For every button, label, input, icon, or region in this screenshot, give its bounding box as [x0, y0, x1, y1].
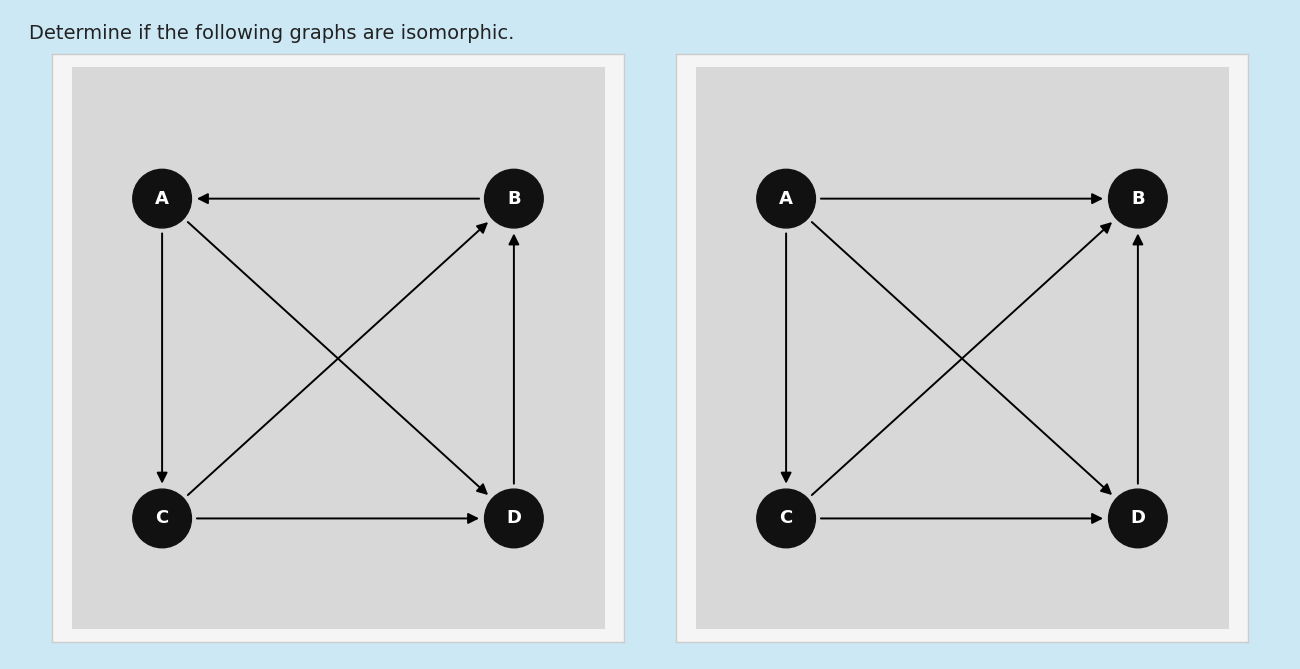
Circle shape [485, 169, 543, 228]
Circle shape [133, 169, 191, 228]
Text: C: C [156, 509, 169, 527]
Text: D: D [507, 509, 521, 527]
Circle shape [133, 489, 191, 548]
Text: Determine if the following graphs are isomorphic.: Determine if the following graphs are is… [29, 23, 514, 43]
Circle shape [757, 169, 815, 228]
Text: C: C [780, 509, 793, 527]
Circle shape [1109, 489, 1167, 548]
Circle shape [485, 489, 543, 548]
Text: A: A [155, 189, 169, 207]
Text: B: B [1131, 189, 1145, 207]
Text: A: A [779, 189, 793, 207]
Text: B: B [507, 189, 521, 207]
Text: D: D [1131, 509, 1145, 527]
Circle shape [757, 489, 815, 548]
Circle shape [1109, 169, 1167, 228]
